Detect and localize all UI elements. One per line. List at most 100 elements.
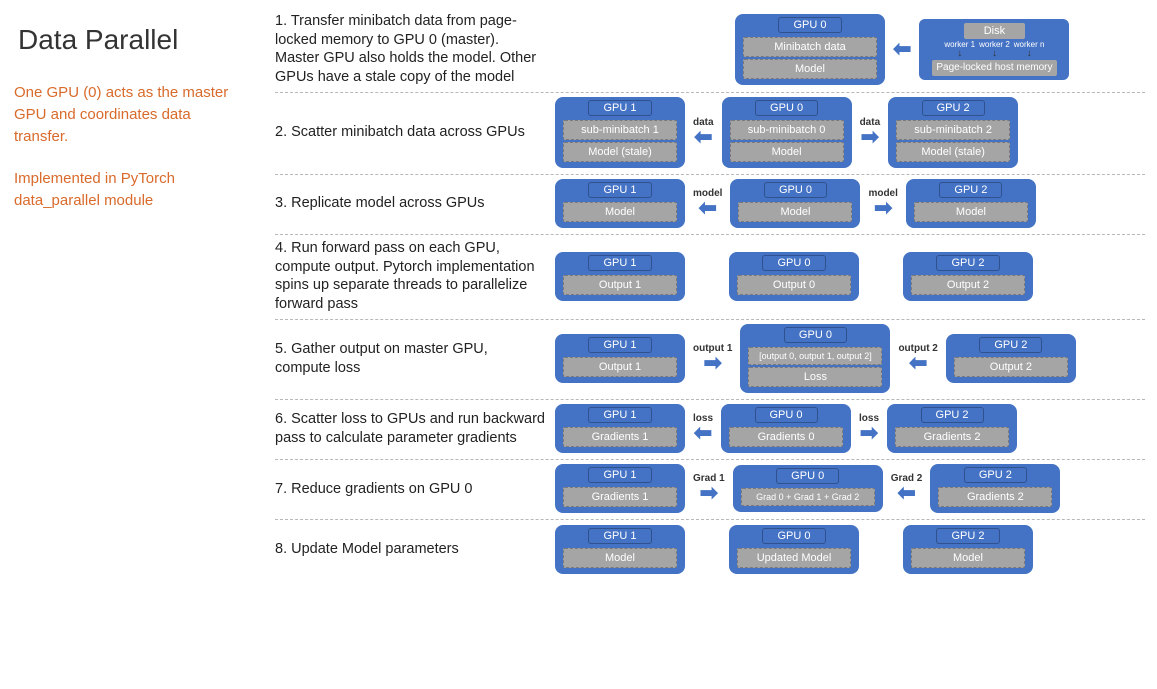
gpu-content: Model: [738, 202, 852, 222]
gpu-content: Gradients 1: [563, 427, 677, 447]
step-diagram: GPU 1 Output 1 GPU 0Output 0 GPU 2 Output 2: [555, 252, 1145, 301]
gpu-content: Loss: [748, 367, 882, 387]
gpu-label: GPU 0: [755, 100, 818, 116]
gpu-box: GPU 1 Output 1: [555, 334, 685, 383]
step-description: 4. Run forward pass on each GPU, compute…: [275, 239, 555, 313]
gpu-content: Model (stale): [896, 142, 1010, 162]
gpu-box: GPU 2 Output 2: [946, 334, 1076, 383]
step-diagram: GPU 1Gradients 1 loss⬅ GPU 0Gradients 0 los…: [555, 404, 1145, 453]
arrow-icon: output 1➡: [693, 344, 732, 374]
arrow-icon: Grad 2⬅: [891, 474, 923, 504]
memory-label: Page-locked host memory: [932, 60, 1056, 76]
arrow-icon: data➡: [860, 118, 881, 148]
gpu-label: GPU 1: [588, 337, 651, 353]
worker-label: worker 1: [944, 41, 975, 59]
gpu-content: sub-minibatch 0: [730, 120, 844, 140]
arrow-icon: output 2⬅: [898, 344, 937, 374]
arrow-icon: Grad 1➡: [693, 474, 725, 504]
gpu-box: GPU 2 Output 2: [903, 252, 1033, 301]
gpu-label: GPU 0: [764, 182, 827, 198]
step-row: 6. Scatter loss to GPUs and run backward…: [275, 400, 1145, 460]
gpu-content: Model (stale): [563, 142, 677, 162]
gpu-box: GPU 1 Model: [555, 179, 685, 228]
gpu-content: Output 0: [737, 275, 851, 295]
gpu-content: Output 2: [954, 357, 1068, 377]
gpu-box: GPU 2 Gradients 2: [887, 404, 1017, 453]
step-diagram: GPU 1 Output 1 output 1➡ GPU 0 [output 0, ou…: [555, 324, 1145, 393]
gpu-label: GPU 0: [784, 327, 847, 343]
worker-label: worker n: [1014, 41, 1045, 59]
gpu-label: GPU 1: [588, 255, 651, 271]
gpu-label: GPU 1: [588, 528, 651, 544]
subtitle-master-gpu: One GPU (0) acts as the master GPU and c…: [14, 82, 234, 147]
arrow-icon: loss➡: [859, 414, 879, 444]
gpu-box: GPU 2 Model: [903, 525, 1033, 574]
gpu-label: GPU 1: [588, 100, 651, 116]
gpu-box: GPU 0 Grad 0 + Grad 1 + Grad 2: [733, 465, 883, 512]
subtitle-pytorch: Implemented in PyTorch data_parallel mod…: [14, 168, 234, 212]
step-row: 1. Transfer minibatch data from page-loc…: [275, 8, 1145, 93]
gpu-label: GPU 2: [921, 407, 984, 423]
disk-box: Disk worker 1worker 2worker nPage-locked …: [919, 19, 1069, 80]
workers: worker 1worker 2worker n: [944, 41, 1044, 59]
page-title: Data Parallel: [18, 24, 178, 56]
gpu-label: GPU 2: [939, 182, 1002, 198]
gpu-box: GPU 0Gradients 0: [721, 404, 851, 453]
gpu-label: GPU 2: [964, 467, 1027, 483]
step-row: 8. Update Model parametersGPU 1ModelGPU …: [275, 520, 1145, 580]
gpu-content: sub-minibatch 1: [563, 120, 677, 140]
gpu-box: GPU 1 sub-minibatch 1Model (stale): [555, 97, 685, 168]
arrow-icon: ⬅: [893, 38, 911, 60]
gpu-content: Output 1: [563, 357, 677, 377]
gpu-box: GPU 2 Model: [906, 179, 1036, 228]
arrow-icon: model⬅: [693, 189, 722, 219]
gpu-box: GPU 0 Updated Model: [729, 525, 859, 574]
step-row: 4. Run forward pass on each GPU, compute…: [275, 235, 1145, 320]
gpu-label: GPU 0: [776, 468, 839, 484]
step-row: 5. Gather output on master GPU, compute …: [275, 320, 1145, 400]
step-row: 2. Scatter minibatch data across GPUsGPU…: [275, 93, 1145, 175]
gpu-content: Output 1: [563, 275, 677, 295]
gpu-content: sub-minibatch 2: [896, 120, 1010, 140]
gpu-content: Gradients 2: [895, 427, 1009, 447]
gpu-label: GPU 2: [936, 255, 999, 271]
step-row: 3. Replicate model across GPUsGPU 1Model…: [275, 175, 1145, 235]
step-description: 7. Reduce gradients on GPU 0: [275, 480, 555, 499]
gpu-box: GPU 0 sub-minibatch 0Model: [722, 97, 852, 168]
gpu-box: GPU 1Gradients 1: [555, 404, 685, 453]
step-description: 8. Update Model parameters: [275, 540, 555, 559]
step-description: 5. Gather output on master GPU, compute …: [275, 340, 555, 377]
gpu-content: Model: [730, 142, 844, 162]
gpu-content: Model: [563, 548, 677, 568]
gpu-content: Output 2: [911, 275, 1025, 295]
gpu-label: GPU 0: [762, 528, 825, 544]
gpu-label: GPU 2: [979, 337, 1042, 353]
gpu-label: GPU 2: [936, 528, 999, 544]
step-diagram: GPU 1 Model GPU 0 Updated Model GPU 2 Model: [555, 525, 1145, 574]
gpu-label: GPU 1: [588, 182, 651, 198]
gpu-content: Gradients 1: [563, 487, 677, 507]
gpu-content: Updated Model: [737, 548, 851, 568]
step-diagram: GPU 1Gradients 1Grad 1➡GPU 0Grad 0 + Gra…: [555, 464, 1145, 513]
arrow-icon: loss⬅: [693, 414, 713, 444]
gpu-box: GPU 0 [output 0, output 1, output 2] Loss: [740, 324, 890, 393]
step-diagram: GPU 1sub-minibatch 1Model (stale)data⬅GP…: [555, 97, 1145, 168]
gpu-content: Model: [911, 548, 1025, 568]
gpu-content: Model: [914, 202, 1028, 222]
gpu-box: GPU 1 Output 1: [555, 252, 685, 301]
step-description: 1. Transfer minibatch data from page-loc…: [275, 12, 555, 86]
disk-label: Disk: [964, 23, 1025, 39]
steps-container: 1. Transfer minibatch data from page-loc…: [275, 8, 1145, 580]
step-description: 6. Scatter loss to GPUs and run backward…: [275, 410, 555, 447]
step-diagram: GPU 1Modelmodel⬅GPU 0Modelmodel➡GPU 2Mod…: [555, 179, 1145, 228]
gpu-content: [output 0, output 1, output 2]: [748, 347, 882, 365]
gpu-box: GPU 0 Model: [730, 179, 860, 228]
gpu-box: GPU 0Output 0: [729, 252, 859, 301]
step-description: 2. Scatter minibatch data across GPUs: [275, 123, 555, 142]
gpu-content: Minibatch data: [743, 37, 877, 57]
gpu-content: Model: [563, 202, 677, 222]
gpu-content: Grad 0 + Grad 1 + Grad 2: [741, 488, 875, 506]
gpu-box: GPU 0Minibatch dataModel: [735, 14, 885, 85]
gpu-box: GPU 2sub-minibatch 2Model (stale): [888, 97, 1018, 168]
gpu-label: GPU 0: [755, 407, 818, 423]
